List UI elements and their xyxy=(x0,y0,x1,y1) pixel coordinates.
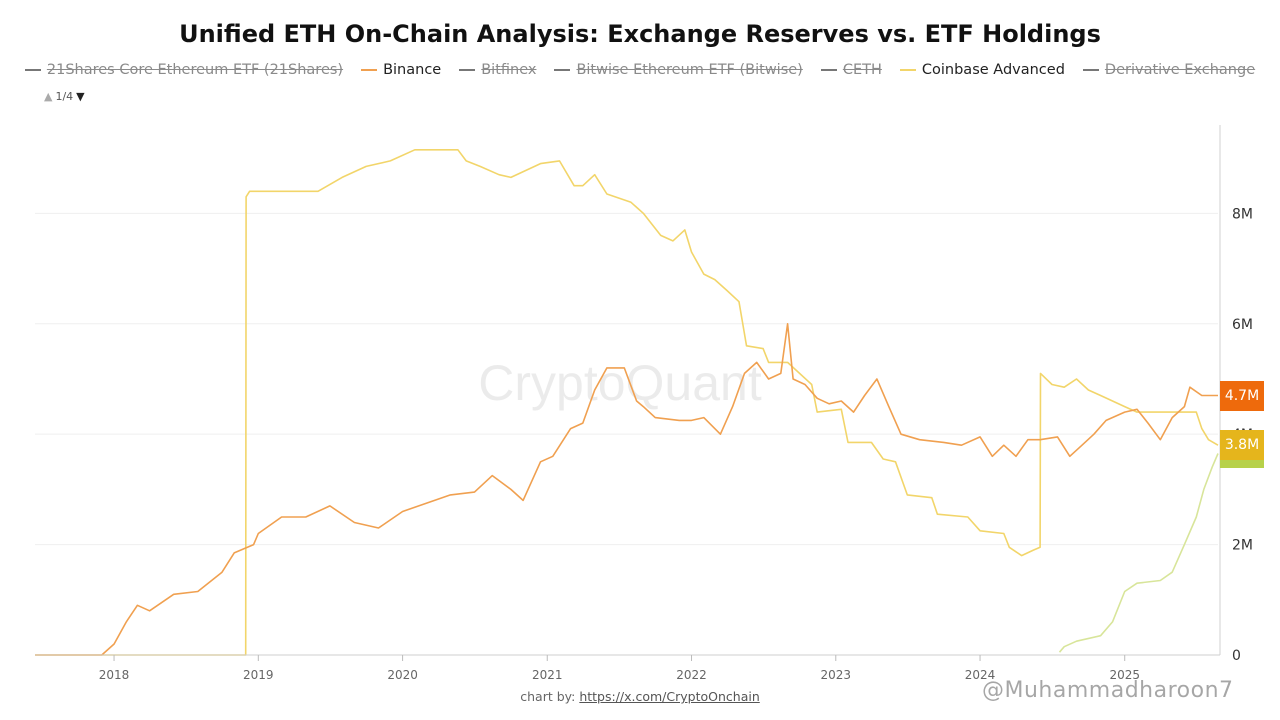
pager-label: 1/4 xyxy=(55,90,74,103)
chart-title: Unified ETH On-Chain Analysis: Exchange … xyxy=(179,20,1101,48)
x-tick-label: 2020 xyxy=(387,668,418,682)
legend: 21Shares Core Ethereum ETF (21Shares) Bin… xyxy=(0,62,1280,78)
series-line[interactable] xyxy=(35,149,1219,656)
legend-swatch xyxy=(24,69,41,71)
legend-label: Coinbase Advanced xyxy=(921,62,1065,78)
legend-swatch xyxy=(554,69,571,71)
x-tick-label: 2024 xyxy=(965,668,996,682)
x-tick-label: 2019 xyxy=(243,668,274,682)
x-tick-label: 2018 xyxy=(99,668,130,682)
series-line[interactable] xyxy=(35,322,1218,656)
watermark-brand: CryptoQuant xyxy=(478,355,762,411)
legend-pager: ▲ 1/4 ▼ xyxy=(44,90,85,103)
credit-link[interactable]: https://x.com/CryptoOnchain xyxy=(579,689,760,704)
legend-label: Binance xyxy=(383,62,442,78)
x-tick-label: 2023 xyxy=(821,668,852,682)
y-tick-label: 6M xyxy=(1232,317,1253,333)
series-line[interactable] xyxy=(1058,453,1219,653)
x-tick-label: 2025 xyxy=(1109,668,1140,682)
y-tick-label: 8M xyxy=(1232,206,1253,222)
legend-swatch xyxy=(459,69,476,71)
legend-label: Bitfinex xyxy=(481,62,537,78)
pager-down-icon[interactable]: ▼ xyxy=(76,90,85,103)
value-badge: 3.8M xyxy=(1220,430,1264,461)
legend-label: Derivative Exchange xyxy=(1104,62,1256,78)
value-badge: 4.7M xyxy=(1220,380,1264,411)
legend-swatch xyxy=(820,69,837,71)
legend-item[interactable]: Bitfinex xyxy=(459,62,536,78)
legend-item[interactable]: CETH xyxy=(820,62,882,78)
y-tick-label: 0 xyxy=(1232,648,1241,664)
legend-item[interactable]: Bitwise Ethereum ETF (Bitwise) xyxy=(554,62,803,78)
legend-label: Bitwise Ethereum ETF (Bitwise) xyxy=(576,62,803,78)
legend-swatch xyxy=(1082,69,1099,71)
chart-credit: chart by: https://x.com/CryptoOnchain xyxy=(0,689,1280,704)
legend-item[interactable]: Coinbase Advanced xyxy=(899,62,1065,78)
pager-up-icon[interactable]: ▲ xyxy=(44,90,53,103)
legend-label: CETH xyxy=(842,62,882,78)
y-tick-label: 2M xyxy=(1232,538,1253,554)
legend-swatch xyxy=(899,69,916,71)
legend-swatch xyxy=(361,69,378,71)
credit-prefix: chart by: xyxy=(520,689,580,704)
legend-item[interactable]: Derivative Exchange xyxy=(1082,62,1256,78)
legend-item[interactable]: Binance xyxy=(361,62,441,78)
x-tick-label: 2021 xyxy=(532,668,563,682)
legend-item[interactable]: 21Shares Core Ethereum ETF (21Shares) xyxy=(24,62,344,78)
x-tick-label: 2022 xyxy=(676,668,707,682)
legend-label: 21Shares Core Ethereum ETF (21Shares) xyxy=(46,62,344,78)
watermark-user: @Muhammadharoon7 xyxy=(982,678,1234,703)
